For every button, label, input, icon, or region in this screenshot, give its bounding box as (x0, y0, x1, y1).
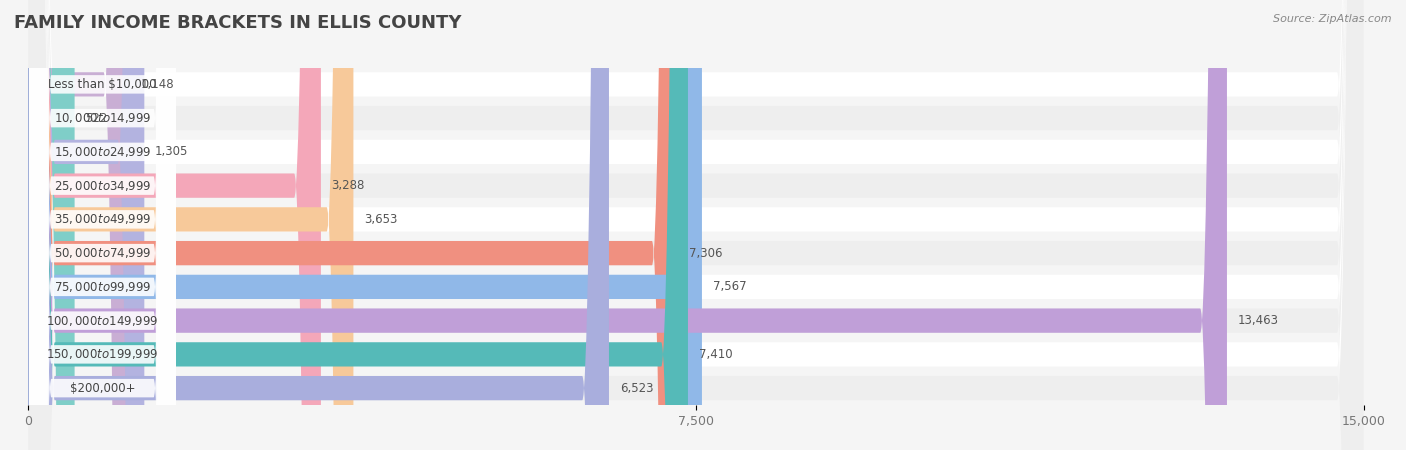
Text: 3,653: 3,653 (364, 213, 398, 226)
Text: 3,288: 3,288 (332, 179, 366, 192)
FancyBboxPatch shape (30, 0, 176, 450)
FancyBboxPatch shape (28, 0, 75, 450)
FancyBboxPatch shape (28, 0, 679, 450)
FancyBboxPatch shape (28, 0, 1364, 450)
FancyBboxPatch shape (30, 0, 176, 450)
Text: 522: 522 (86, 112, 108, 125)
Text: 7,410: 7,410 (699, 348, 733, 361)
FancyBboxPatch shape (30, 0, 176, 450)
FancyBboxPatch shape (28, 0, 609, 450)
FancyBboxPatch shape (28, 0, 1364, 450)
Text: Less than $10,000: Less than $10,000 (48, 78, 156, 91)
FancyBboxPatch shape (28, 0, 1364, 450)
FancyBboxPatch shape (28, 0, 145, 450)
Text: 13,463: 13,463 (1237, 314, 1278, 327)
FancyBboxPatch shape (30, 0, 176, 450)
Text: 7,306: 7,306 (689, 247, 723, 260)
FancyBboxPatch shape (28, 0, 1364, 450)
Text: FAMILY INCOME BRACKETS IN ELLIS COUNTY: FAMILY INCOME BRACKETS IN ELLIS COUNTY (14, 14, 461, 32)
FancyBboxPatch shape (28, 0, 688, 450)
FancyBboxPatch shape (28, 0, 353, 450)
FancyBboxPatch shape (30, 0, 176, 450)
Text: $100,000 to $149,999: $100,000 to $149,999 (46, 314, 159, 328)
FancyBboxPatch shape (28, 0, 1227, 450)
Text: $25,000 to $34,999: $25,000 to $34,999 (53, 179, 152, 193)
Text: $150,000 to $199,999: $150,000 to $199,999 (46, 347, 159, 361)
FancyBboxPatch shape (28, 0, 1364, 450)
Text: 6,523: 6,523 (620, 382, 654, 395)
Text: $50,000 to $74,999: $50,000 to $74,999 (53, 246, 152, 260)
FancyBboxPatch shape (28, 0, 1364, 450)
FancyBboxPatch shape (30, 0, 176, 450)
FancyBboxPatch shape (28, 0, 1364, 450)
Text: $75,000 to $99,999: $75,000 to $99,999 (53, 280, 152, 294)
FancyBboxPatch shape (30, 0, 176, 450)
FancyBboxPatch shape (30, 0, 176, 450)
Text: $35,000 to $49,999: $35,000 to $49,999 (53, 212, 152, 226)
FancyBboxPatch shape (28, 0, 321, 450)
Text: $10,000 to $14,999: $10,000 to $14,999 (53, 111, 152, 125)
Text: $15,000 to $24,999: $15,000 to $24,999 (53, 145, 152, 159)
FancyBboxPatch shape (28, 0, 702, 450)
FancyBboxPatch shape (28, 0, 131, 450)
Text: 1,305: 1,305 (155, 145, 188, 158)
FancyBboxPatch shape (30, 0, 176, 450)
Text: $200,000+: $200,000+ (70, 382, 135, 395)
FancyBboxPatch shape (28, 0, 1364, 450)
FancyBboxPatch shape (28, 0, 1364, 450)
FancyBboxPatch shape (30, 0, 176, 450)
Text: 1,148: 1,148 (141, 78, 174, 91)
Text: 7,567: 7,567 (713, 280, 747, 293)
FancyBboxPatch shape (28, 0, 1364, 450)
Text: Source: ZipAtlas.com: Source: ZipAtlas.com (1274, 14, 1392, 23)
